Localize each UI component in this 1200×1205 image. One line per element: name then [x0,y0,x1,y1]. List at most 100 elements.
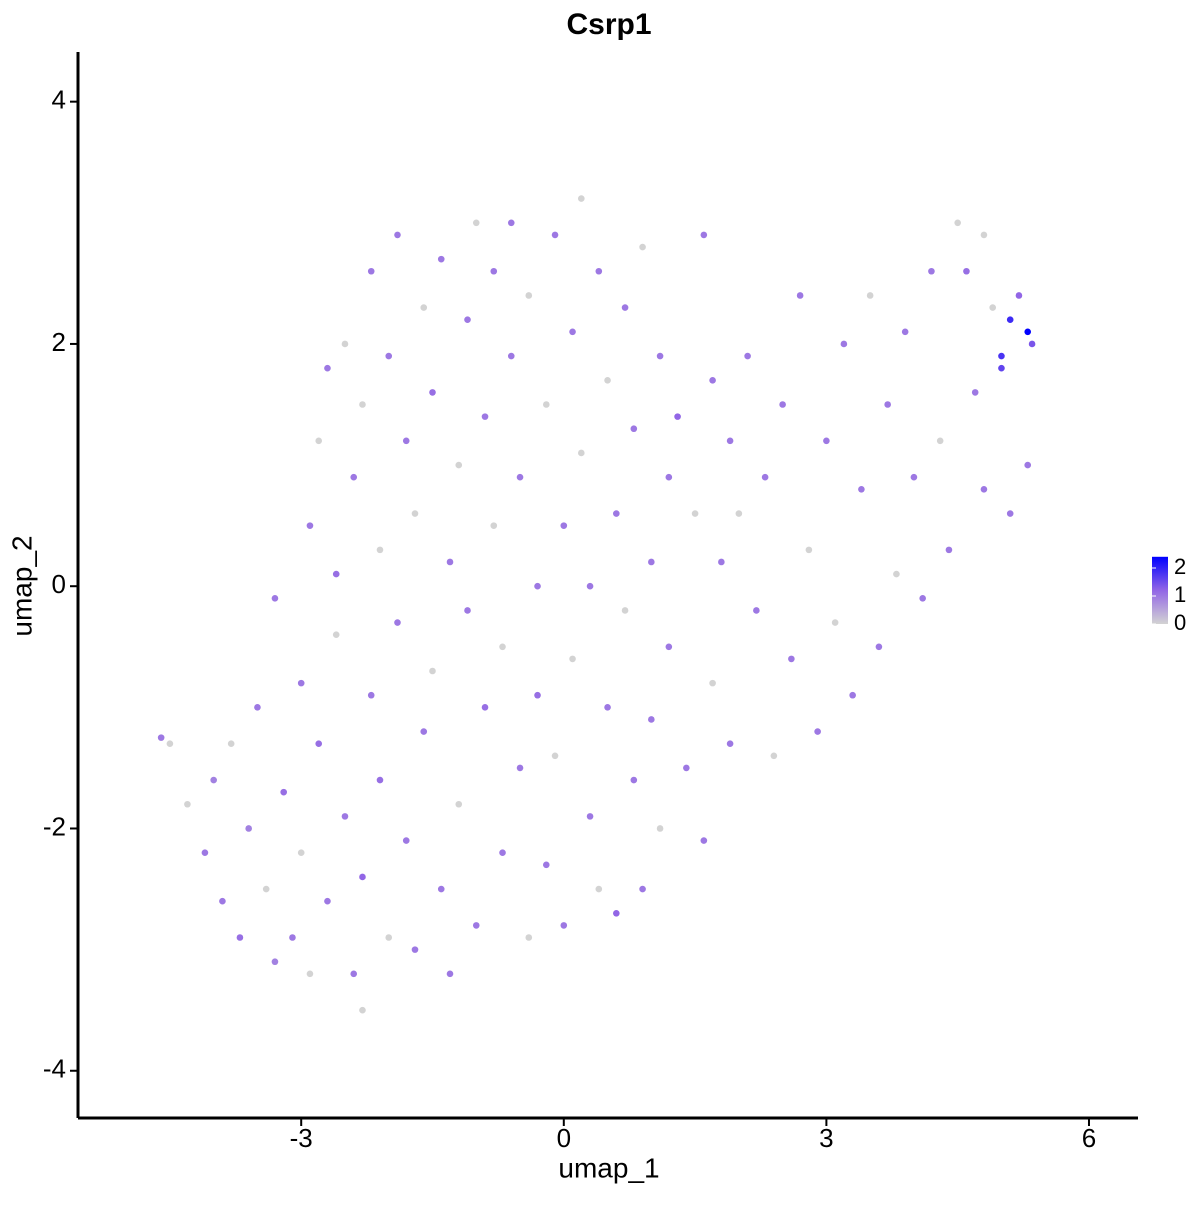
point [1024,461,1032,469]
point [919,595,926,602]
point [297,679,305,687]
point [630,776,638,784]
point [788,655,795,663]
point [1015,292,1023,299]
point [394,619,401,626]
point [534,582,541,590]
point [578,195,585,202]
point [542,401,550,408]
point [455,461,463,469]
point [157,734,165,741]
point [437,885,445,893]
point [726,437,734,445]
y-tick-label: 4 [52,85,66,115]
point [648,558,655,566]
point [385,352,393,360]
point [411,510,419,517]
point [595,267,603,275]
point [700,837,708,844]
point [402,837,410,844]
chart-title: Csrp1 [566,8,651,41]
point [613,909,620,917]
point [289,934,296,941]
point [367,267,375,275]
point [166,740,174,747]
point [569,328,576,336]
point [560,522,568,529]
point [201,849,209,857]
point [534,691,541,699]
point [332,631,340,638]
point [525,292,533,299]
point [1024,328,1032,336]
x-tick-label: 0 [557,1123,571,1153]
point [350,473,358,481]
point [963,267,970,275]
point [831,619,839,626]
point [928,267,935,275]
point [980,231,988,239]
point [499,643,506,651]
point [254,704,261,711]
point [656,352,664,360]
point [367,691,375,699]
point [306,970,314,978]
point [718,558,725,566]
point [499,849,506,857]
point [280,788,287,796]
point [893,570,900,578]
point [761,473,769,481]
point [481,413,489,420]
point [437,255,445,263]
point [464,607,471,614]
point [420,304,428,311]
point [455,800,463,808]
point [665,643,673,651]
colorbar-tick-label: 2 [1174,554,1186,579]
point [945,546,953,554]
point [315,437,323,445]
point [989,304,996,311]
point [411,946,419,953]
x-axis-label: umap_1 [558,1152,659,1183]
point [464,316,471,324]
point [350,970,358,978]
point [866,292,874,299]
point [954,219,961,227]
point [578,449,585,457]
point [709,679,716,687]
colorbar-tick-label: 1 [1174,582,1186,607]
point [814,728,821,735]
point [297,849,305,857]
x-tick-label: 6 [1082,1123,1096,1153]
point [359,1006,366,1014]
point [569,655,576,663]
point [472,922,480,929]
point [726,740,734,747]
point [516,473,524,481]
point [586,813,594,820]
point [376,546,384,554]
colorbar-tick-label: 0 [1174,610,1186,635]
point [490,522,498,529]
point [429,667,436,675]
point [551,752,559,760]
point [236,934,244,941]
point [709,376,716,384]
point [665,473,673,481]
point [210,776,217,784]
point [1006,316,1014,324]
point [779,401,786,408]
point [429,389,436,396]
point [744,352,751,360]
point [700,231,708,239]
point [394,231,401,239]
point [1006,510,1014,517]
point [516,764,524,772]
point [910,473,918,481]
y-tick-label: 2 [52,327,66,357]
point [884,401,891,408]
point [332,570,340,578]
point [753,607,760,614]
